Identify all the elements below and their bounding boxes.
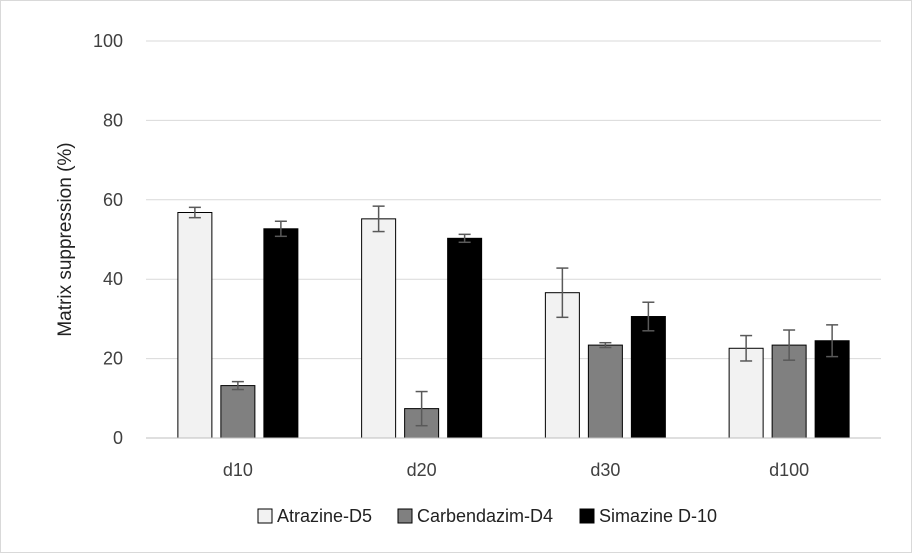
error-bar [783, 329, 796, 361]
legend-label: Simazine D-10 [599, 506, 717, 526]
legend-item: Simazine D-10 [579, 506, 717, 526]
error-bar [188, 206, 201, 219]
legend-swatch [257, 508, 273, 524]
bar-simazine-d-10-d20 [447, 237, 483, 439]
bars [177, 212, 850, 439]
y-axis-title: Matrix suppression (%) [55, 142, 76, 336]
bar-atrazine-d5-d100 [728, 347, 764, 439]
error-bar [599, 341, 612, 349]
error-bar [458, 233, 471, 244]
x-tick-label: d30 [590, 460, 620, 480]
legend-label: Carbendazim-D4 [417, 506, 553, 526]
y-tick-label: 100 [93, 31, 123, 51]
gridlines [146, 40, 881, 360]
x-tick-label: d100 [769, 460, 809, 480]
bar-simazine-d-10-d10 [263, 228, 299, 439]
bar-atrazine-d5-d20 [361, 218, 397, 439]
error-bar [740, 334, 753, 362]
bar-atrazine-d5-d10 [177, 212, 213, 439]
y-axis-ticks: 0 20 40 60 80 100 [93, 31, 123, 448]
y-tick-label: 0 [113, 428, 123, 448]
y-tick-label: 20 [103, 349, 123, 369]
bar-carbendazim-d4-d10 [220, 385, 256, 439]
legend-label: Atrazine-D5 [277, 506, 372, 526]
legend-swatch [397, 508, 413, 524]
error-bar [274, 220, 287, 238]
x-tick-label: d10 [223, 460, 253, 480]
error-bar [826, 324, 839, 358]
error-bar [231, 380, 244, 391]
error-bar [415, 390, 428, 427]
y-tick-label: 40 [103, 269, 123, 289]
legend: Atrazine-D5 Carbendazim-D4 Simazine D-10 [257, 506, 717, 526]
legend-swatch [579, 508, 595, 524]
y-tick-label: 60 [103, 190, 123, 210]
x-tick-label: d20 [407, 460, 437, 480]
bar-carbendazim-d4-d30 [587, 344, 623, 439]
error-bar [556, 267, 569, 319]
bar-simazine-d-10-d30 [630, 316, 666, 439]
y-tick-label: 80 [103, 110, 123, 130]
error-bar [372, 205, 385, 233]
legend-item: Atrazine-D5 [257, 506, 372, 526]
error-bars [188, 205, 839, 427]
legend-item: Carbendazim-D4 [397, 506, 553, 526]
x-axis-ticks: d10 d20 d30 d100 [223, 460, 809, 480]
error-bar [642, 301, 655, 332]
